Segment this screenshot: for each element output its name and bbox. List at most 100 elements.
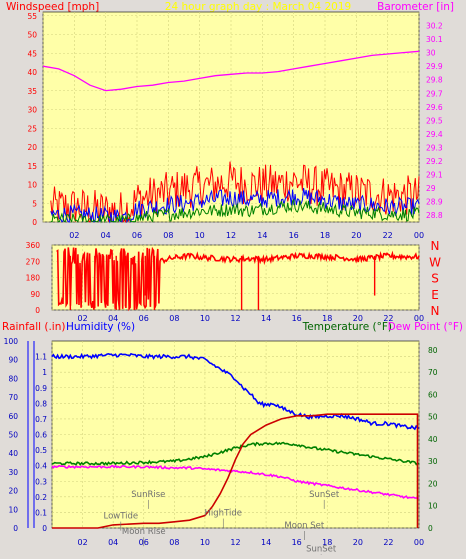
climate-x-tick-label: 00 bbox=[414, 538, 424, 547]
climate-x-tick-label: 04 bbox=[108, 538, 118, 547]
wind-series-line-0 bbox=[50, 161, 420, 223]
direction-x-tick-label: 18 bbox=[322, 314, 332, 323]
wind-x-tick-label: 12 bbox=[226, 231, 236, 240]
climate-series-line-0 bbox=[51, 352, 420, 431]
barometer-tick-label: 29.4 bbox=[426, 130, 443, 139]
rain-tick-label: 1 bbox=[42, 368, 47, 377]
compass-label: E bbox=[431, 288, 439, 302]
temperature-axis-label: Temperature (°F) bbox=[302, 321, 392, 333]
windspeed-axis-label: Windspeed [mph] bbox=[6, 1, 99, 13]
temperature-tick-label: 40 bbox=[428, 435, 438, 444]
rain-tick-label: 1.1 bbox=[35, 353, 47, 362]
compass-label: N bbox=[431, 304, 440, 318]
rainfall-axis-label: Rainfall (.in) bbox=[2, 321, 65, 333]
windspeed-tick-label: 25 bbox=[27, 124, 37, 133]
rain-tick-label: 0.6 bbox=[35, 431, 47, 440]
direction-tick-label: 90 bbox=[30, 290, 40, 299]
rain-tick-label: 0.3 bbox=[35, 477, 47, 486]
humidity-tick-label: 20 bbox=[8, 487, 18, 496]
annotation-label: SunRise bbox=[131, 490, 165, 500]
temperature-tick-label: 70 bbox=[428, 368, 438, 377]
rain-tick-label: 0.2 bbox=[35, 493, 47, 502]
rain-tick-label: 0.7 bbox=[35, 415, 47, 424]
windspeed-tick-label: 40 bbox=[27, 68, 37, 77]
climate-x-tick-label: 14 bbox=[261, 538, 271, 547]
humidity-tick-label: 0 bbox=[13, 524, 18, 533]
direction-x-tick-label: 02 bbox=[77, 314, 87, 323]
climate-series-line-3 bbox=[52, 413, 419, 529]
humidity-tick-label: 90 bbox=[8, 356, 18, 365]
humidity-tick-label: 40 bbox=[8, 449, 18, 458]
direction-x-tick-label: 04 bbox=[108, 314, 118, 323]
barometer-tick-label: 29.2 bbox=[426, 157, 443, 166]
climate-series-line-1 bbox=[51, 441, 420, 467]
barometer-tick-label: 29.5 bbox=[426, 116, 443, 125]
wind-series-line-3 bbox=[42, 50, 420, 92]
direction-x-tick-label: 10 bbox=[200, 314, 210, 323]
temperature-tick-label: 20 bbox=[428, 479, 438, 488]
compass-label: N bbox=[431, 239, 440, 253]
annotation-label: HighTide bbox=[205, 509, 242, 519]
wind-x-tick-label: 00 bbox=[414, 231, 424, 240]
direction-x-tick-label: 20 bbox=[353, 314, 363, 323]
direction-x-tick-label: 08 bbox=[169, 314, 179, 323]
annotation-label: Moon Rise bbox=[122, 527, 166, 537]
barometer-tick-label: 29.3 bbox=[426, 143, 443, 152]
temperature-tick-label: 50 bbox=[428, 413, 438, 422]
wind-x-tick-label: 08 bbox=[163, 231, 173, 240]
rain-tick-label: 0.1 bbox=[35, 508, 47, 517]
direction-tick-label: 0 bbox=[35, 306, 40, 315]
barometer-tick-label: 29.9 bbox=[426, 62, 443, 71]
climate-x-tick-label: 20 bbox=[353, 538, 363, 547]
rain-tick-label: 0.8 bbox=[35, 399, 47, 408]
compass-label: W bbox=[429, 255, 441, 269]
humidity-tick-label: 80 bbox=[8, 374, 18, 383]
plot-layer: 02 04 06 08 10 12 14 16 18 20 22 000510152025303540… bbox=[4, 11, 443, 559]
rain-tick-label: 0 bbox=[42, 524, 47, 533]
windspeed-tick-label: 45 bbox=[27, 49, 37, 58]
humidity-tick-label: 100 bbox=[4, 337, 19, 346]
climate-x-tick-label: 02 bbox=[77, 538, 87, 547]
wind-x-tick-label: 20 bbox=[351, 231, 361, 240]
climate-x-tick-label: 22 bbox=[383, 538, 393, 547]
wind-x-tick-label: 16 bbox=[289, 231, 299, 240]
annotation-label: SunSet bbox=[306, 544, 337, 554]
windspeed-tick-label: 0 bbox=[32, 218, 37, 227]
windspeed-tick-label: 55 bbox=[27, 12, 37, 21]
windspeed-tick-label: 20 bbox=[27, 143, 37, 152]
direction-x-tick-label: 22 bbox=[383, 314, 393, 323]
temperature-tick-label: 30 bbox=[428, 457, 438, 466]
wind-x-tick-label: 04 bbox=[101, 231, 111, 240]
wind-x-tick-label: 22 bbox=[383, 231, 393, 240]
wind-x-tick-label: 10 bbox=[195, 231, 205, 240]
wind-x-tick-label: 06 bbox=[132, 231, 142, 240]
barometer-tick-label: 29 bbox=[426, 184, 436, 193]
humidity-axis-label: Humidity (%) bbox=[66, 321, 135, 333]
humidity-tick-label: 70 bbox=[8, 393, 18, 402]
barometer-tick-label: 30 bbox=[426, 49, 436, 58]
windspeed-tick-label: 15 bbox=[27, 162, 37, 171]
climate-x-tick-label: 08 bbox=[169, 538, 179, 547]
climate-x-tick-label: 18 bbox=[322, 538, 332, 547]
direction-x-tick-label: 06 bbox=[139, 314, 149, 323]
rain-tick-label: 0.5 bbox=[35, 446, 47, 455]
direction-x-tick-label: 14 bbox=[261, 314, 271, 323]
wind-x-tick-label: 14 bbox=[257, 231, 267, 240]
climate-series-line-2 bbox=[51, 464, 420, 500]
compass-label: S bbox=[431, 272, 439, 286]
annotation-label: Moon Set bbox=[284, 521, 324, 531]
humidity-tick-label: 30 bbox=[8, 468, 18, 477]
barometer-axis-label: Barometer [in] bbox=[377, 1, 454, 13]
barometer-tick-label: 28.9 bbox=[426, 198, 443, 207]
rain-tick-label: 0.9 bbox=[35, 384, 47, 393]
humidity-tick-label: 60 bbox=[8, 412, 18, 421]
temperature-tick-label: 0 bbox=[428, 524, 433, 533]
windspeed-tick-label: 10 bbox=[27, 181, 37, 190]
temperature-tick-label: 10 bbox=[428, 502, 438, 511]
barometer-tick-label: 28.8 bbox=[426, 211, 443, 220]
dewpoint-axis-label: Dew Point (°F) bbox=[388, 321, 463, 333]
direction-tick-label: 180 bbox=[26, 274, 41, 283]
annotation-label: SunSet bbox=[309, 490, 340, 500]
